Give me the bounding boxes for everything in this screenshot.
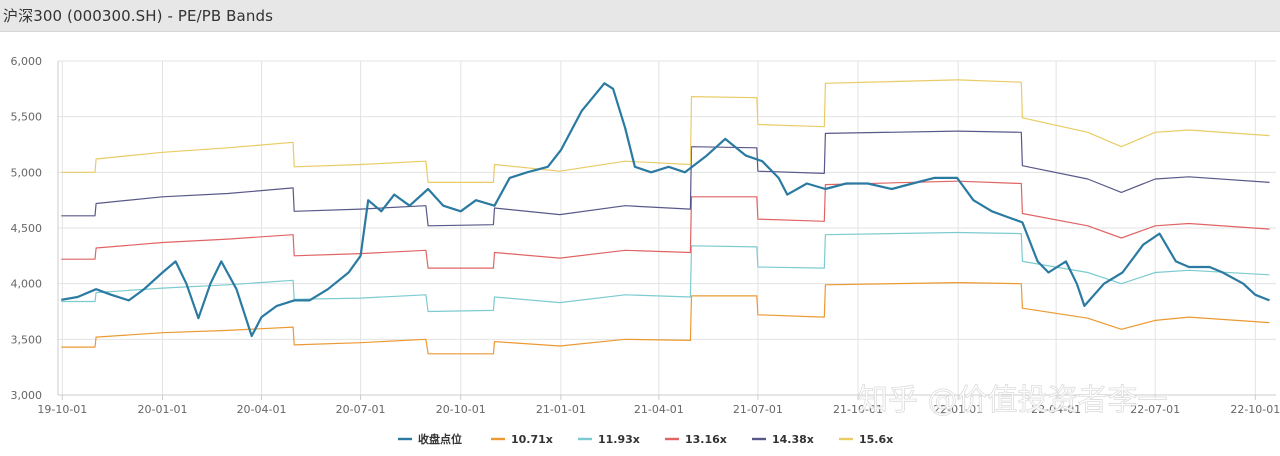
series-line-band bbox=[61, 130, 1270, 227]
legend-item[interactable]: 11.93x bbox=[578, 433, 640, 446]
legend-item[interactable]: 15.6x bbox=[839, 433, 893, 446]
legend-label: 收盘点位 bbox=[418, 432, 462, 446]
y-tick-label: 4,000 bbox=[11, 278, 43, 291]
x-tick-label: 22-10-01 bbox=[1230, 403, 1280, 416]
pe-band-chart: 3,000 3,500 4,000 4,500 5,000 5,500 6,000 19-10… bbox=[11, 55, 1280, 446]
series-line-band bbox=[61, 79, 1270, 183]
x-tick-label: 19-10-01 bbox=[37, 403, 87, 416]
y-tick-label: 5,500 bbox=[11, 111, 43, 124]
x-tick-label: 22-04-01 bbox=[1031, 403, 1081, 416]
chart-series bbox=[61, 79, 1270, 355]
y-tick-label: 3,000 bbox=[11, 389, 43, 402]
y-tick-label: 3,500 bbox=[11, 333, 43, 346]
y-tick-label: 4,500 bbox=[11, 222, 43, 235]
series-line-close bbox=[61, 82, 1270, 338]
x-tick-label: 20-10-01 bbox=[436, 403, 486, 416]
legend-label: 14.38x bbox=[772, 433, 814, 446]
x-tick-label: 22-07-01 bbox=[1130, 403, 1180, 416]
x-tick-label: 21-07-01 bbox=[733, 403, 783, 416]
window-title-bar: 沪深300 (000300.SH) - PE/PB Bands bbox=[0, 0, 1280, 32]
legend-item[interactable]: 10.71x bbox=[491, 433, 553, 446]
x-tick-label: 22-01-01 bbox=[933, 403, 983, 416]
y-tick-label: 6,000 bbox=[11, 55, 43, 68]
legend-item[interactable]: 14.38x bbox=[752, 433, 814, 446]
legend-label: 11.93x bbox=[598, 433, 640, 446]
legend-label: 15.6x bbox=[859, 433, 893, 446]
y-tick-label: 5,000 bbox=[11, 166, 43, 179]
window-title: 沪深300 (000300.SH) - PE/PB Bands bbox=[3, 7, 273, 25]
chart-axes: 3,000 3,500 4,000 4,500 5,000 5,500 6,000 19-10… bbox=[11, 55, 1280, 416]
x-tick-label: 21-04-01 bbox=[634, 403, 684, 416]
x-tick-label: 21-10-01 bbox=[833, 403, 883, 416]
x-tick-label: 21-01-01 bbox=[536, 403, 586, 416]
legend-item[interactable]: 13.16x bbox=[665, 433, 727, 446]
series-line-band bbox=[61, 231, 1270, 313]
legend-label: 10.71x bbox=[511, 433, 553, 446]
legend-item[interactable]: 收盘点位 bbox=[398, 432, 462, 446]
series-line-band bbox=[61, 180, 1270, 269]
series-line-band bbox=[61, 282, 1270, 355]
x-tick-label: 20-07-01 bbox=[336, 403, 386, 416]
watermark: 知乎 @价值投资者李一 bbox=[858, 383, 1168, 418]
chart-legend: 收盘点位 10.71x 11.93x 13.16x 14.38x 15.6x bbox=[398, 432, 893, 446]
x-tick-label: 20-04-01 bbox=[237, 403, 287, 416]
x-tick-label: 20-01-01 bbox=[138, 403, 188, 416]
legend-label: 13.16x bbox=[685, 433, 727, 446]
